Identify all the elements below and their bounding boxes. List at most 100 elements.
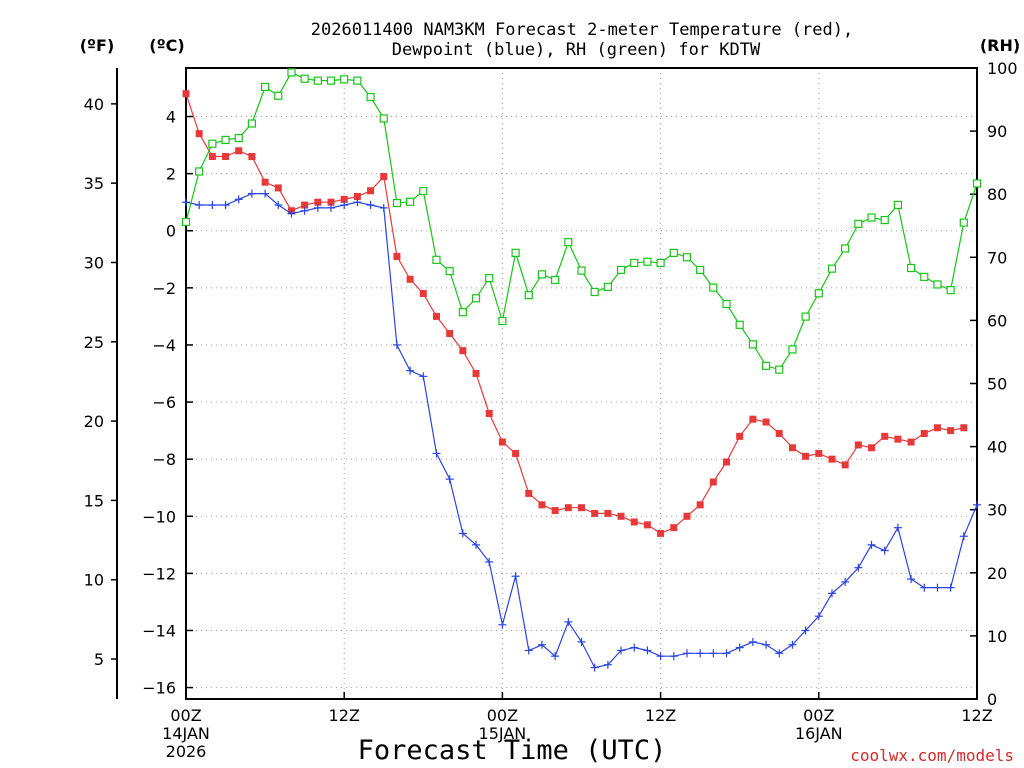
fahrenheit-tick-label: 25: [84, 333, 104, 352]
temperature-point: [406, 275, 414, 283]
temperature-point: [327, 198, 335, 206]
rh-point: [735, 320, 744, 329]
temperature-point: [459, 347, 467, 355]
temperature-point: [604, 509, 612, 517]
dewpoint-point: [827, 589, 836, 598]
dewpoint-point: [458, 529, 467, 538]
rh-point: [696, 265, 705, 275]
temperature-point: [881, 432, 889, 440]
dewpoint-point: [775, 649, 784, 658]
fahrenheit-tick-label: 10: [84, 571, 104, 590]
rh-point: [814, 289, 823, 298]
temperature-point: [248, 153, 256, 161]
dewpoint-point: [274, 201, 283, 210]
rh-point: [722, 299, 731, 309]
dewpoint-point: [867, 540, 876, 549]
dewpoint-point: [959, 532, 968, 541]
dewpoint-point: [854, 563, 863, 572]
fahrenheit-unit-label: (ºF): [80, 36, 115, 55]
axes: [111, 67, 978, 700]
dewpoint-point: [709, 649, 718, 658]
temperature-point: [762, 418, 770, 426]
rh-point: [340, 75, 349, 84]
fahrenheit-tick-label: 40: [84, 95, 104, 114]
temperature-point: [367, 187, 375, 195]
rh-tick-label: 60: [987, 311, 1007, 330]
celsius-tick-label: −14: [142, 621, 176, 640]
celsius-tick-label: −16: [142, 679, 176, 698]
rh-point: [972, 179, 982, 188]
dewpoint-point: [485, 557, 494, 566]
x-tick-label: 14JAN: [162, 724, 210, 743]
dewpoint-point: [907, 575, 916, 584]
temperature-point: [235, 147, 243, 155]
rh-point: [419, 186, 428, 196]
fahrenheit-tick-label: 20: [84, 412, 104, 431]
dewpoint-point: [247, 189, 256, 198]
temperature-point: [446, 330, 454, 338]
x-tick-label: 00Z: [803, 706, 834, 725]
rh-point: [498, 316, 507, 326]
rh-point: [208, 139, 217, 148]
rh-point: [392, 198, 402, 208]
x-tick-label: 15JAN: [479, 724, 527, 743]
rh-point: [775, 365, 784, 374]
rh-point: [313, 76, 322, 85]
chart-title-line1: 2026011400 NAM3KM Forecast 2-meter Tempe…: [311, 20, 853, 40]
rh-point: [920, 272, 929, 281]
celsius-tick-label: 4: [166, 108, 176, 127]
temperature-point: [301, 201, 309, 209]
dewpoint-point: [221, 201, 230, 210]
temperature-point: [314, 198, 322, 206]
temperature-point: [841, 461, 849, 469]
temperature-point: [683, 512, 691, 520]
dewpoint-point: [406, 366, 415, 375]
x-tick-label: 12Z: [329, 706, 360, 725]
celsius-tick-label: −12: [142, 564, 176, 583]
dewpoint-point: [498, 620, 507, 629]
temperature-point: [868, 444, 876, 452]
dewpoint-line: [185, 193, 978, 669]
dewpoint-point: [208, 201, 217, 210]
dewpoint-point: [696, 649, 705, 658]
rh-point: [300, 74, 309, 83]
dewpoint-point: [564, 617, 573, 626]
temperature-point: [802, 452, 810, 460]
temperature-point: [380, 172, 388, 180]
temperature-point: [538, 501, 546, 509]
x-tick-label: 00Z: [170, 706, 201, 725]
rh-point: [432, 255, 441, 264]
temperature-point: [696, 501, 704, 509]
dewpoint-point: [590, 663, 599, 672]
rh-point: [221, 135, 230, 145]
rh-point: [748, 340, 757, 349]
temperature-point: [182, 90, 190, 98]
data-series: [181, 68, 982, 672]
rh-point: [326, 76, 336, 85]
rh-point: [195, 167, 204, 176]
dewpoint-point: [748, 637, 757, 646]
dewpoint-point: [287, 209, 296, 218]
temperature-point: [432, 312, 440, 320]
rh-point: [801, 312, 810, 321]
chart-title-line2: Dewpoint (blue), RH (green) for KDTW: [392, 40, 761, 60]
dewpoint-point: [643, 646, 652, 655]
celsius-tick-label: −8: [152, 450, 176, 469]
temperature-point: [274, 184, 282, 192]
tick-labels: −16−14−12−10−8−6−4−202451015202530354001…: [84, 59, 1018, 761]
dewpoint-point: [880, 546, 889, 555]
dewpoint-point: [327, 203, 336, 212]
celsius-unit-label: (ºC): [149, 36, 184, 55]
temperature-point: [261, 178, 269, 186]
celsius-tick-label: −10: [142, 507, 176, 526]
dewpoint-point: [669, 652, 678, 661]
dewpoint-point: [261, 189, 270, 198]
rh-tick-label: 40: [987, 438, 1007, 457]
rh-tick-label: 80: [987, 185, 1007, 204]
dewpoint-point: [392, 340, 401, 349]
rh-point: [406, 197, 415, 206]
rh-tick-label: 70: [987, 248, 1007, 267]
dewpoint-point: [973, 500, 981, 509]
rh-tick-label: 0: [987, 690, 997, 709]
